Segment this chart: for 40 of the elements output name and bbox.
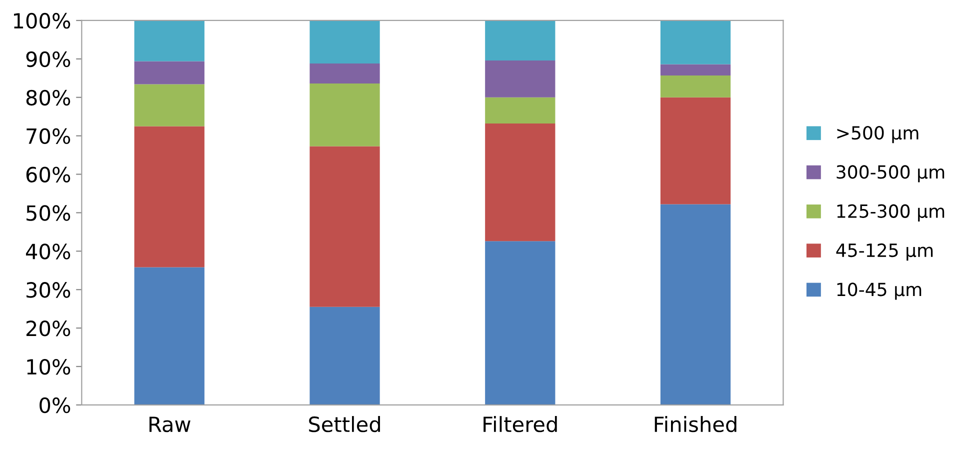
y-tick-label: 100% <box>14 12 70 29</box>
bar <box>134 126 204 268</box>
y-tick-label: 30% <box>26 282 70 298</box>
bar <box>660 75 731 98</box>
y-tick-label: 40% <box>26 244 70 260</box>
y-tick-label: 0% <box>40 397 70 414</box>
bar <box>485 60 556 98</box>
bar <box>485 97 556 124</box>
y-tick-label: 50% <box>26 205 70 221</box>
x-tick-label: Raw <box>150 416 190 432</box>
bar <box>134 84 204 126</box>
bar <box>310 84 380 146</box>
bar <box>660 64 731 76</box>
y-tick-label: 10% <box>27 358 70 375</box>
legend-label: 45-125 µm <box>836 243 933 261</box>
x-tick-label: Settled <box>309 416 380 432</box>
y-tick-label: 70% <box>26 128 70 144</box>
bar <box>134 61 204 84</box>
bar <box>134 267 204 405</box>
bar <box>660 20 731 64</box>
bar <box>660 97 731 204</box>
x-tick-label: Finished <box>654 416 736 432</box>
legend-label: >500 µm <box>837 126 918 144</box>
y-tick-label: 20% <box>26 320 70 336</box>
y-tick-label: 80% <box>26 90 70 106</box>
y-tick-label: 60% <box>26 166 70 182</box>
bar <box>485 241 556 405</box>
bar <box>310 146 380 307</box>
bar <box>485 124 556 242</box>
y-tick-label: 90% <box>26 51 70 68</box>
bar <box>310 64 380 84</box>
legend-label: 125-300 µm <box>837 204 944 222</box>
legend-label: 300-500 µm <box>836 165 944 182</box>
bar <box>134 20 204 62</box>
x-tick-label: Filtered <box>484 416 557 432</box>
bar <box>660 204 731 405</box>
bar <box>310 20 380 64</box>
bar <box>310 306 380 405</box>
bar <box>485 20 556 60</box>
legend-label: 10-45 µm <box>837 282 922 300</box>
